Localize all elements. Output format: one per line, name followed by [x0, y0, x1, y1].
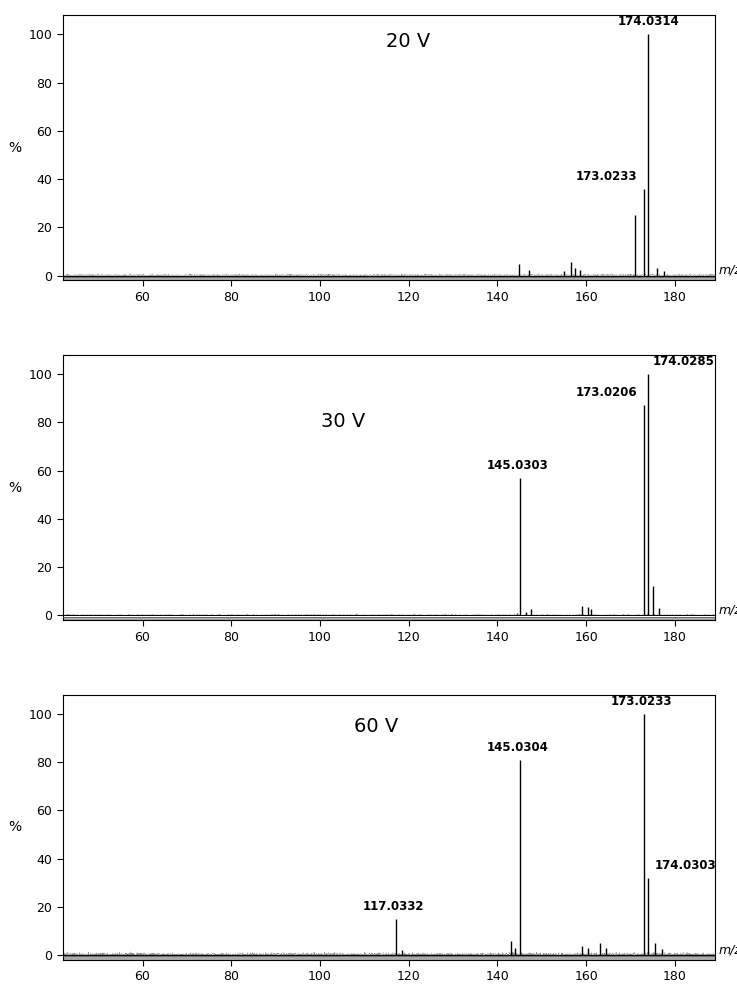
Text: 145.0303: 145.0303 [486, 459, 548, 472]
Text: m/z: m/z [718, 603, 737, 616]
Y-axis label: %: % [8, 141, 21, 155]
Bar [63, 956, 715, 960]
Y-axis label: %: % [8, 820, 21, 834]
Text: m/z: m/z [718, 263, 737, 276]
Text: 30 V: 30 V [321, 412, 366, 431]
Text: 20 V: 20 V [386, 32, 430, 51]
Bar [63, 617, 715, 620]
Text: 173.0233: 173.0233 [576, 170, 638, 183]
Text: 173.0206: 173.0206 [576, 386, 638, 399]
Text: 173.0233: 173.0233 [611, 695, 673, 708]
Text: m/z: m/z [718, 943, 737, 956]
Text: 145.0304: 145.0304 [486, 741, 548, 754]
Text: 174.0314: 174.0314 [618, 15, 680, 28]
Text: 174.0285: 174.0285 [653, 355, 715, 368]
Text: 60 V: 60 V [354, 717, 398, 736]
Y-axis label: %: % [8, 481, 21, 494]
Text: 117.0332: 117.0332 [363, 900, 424, 913]
Bar [63, 277, 715, 280]
Text: 174.0303: 174.0303 [655, 859, 717, 872]
